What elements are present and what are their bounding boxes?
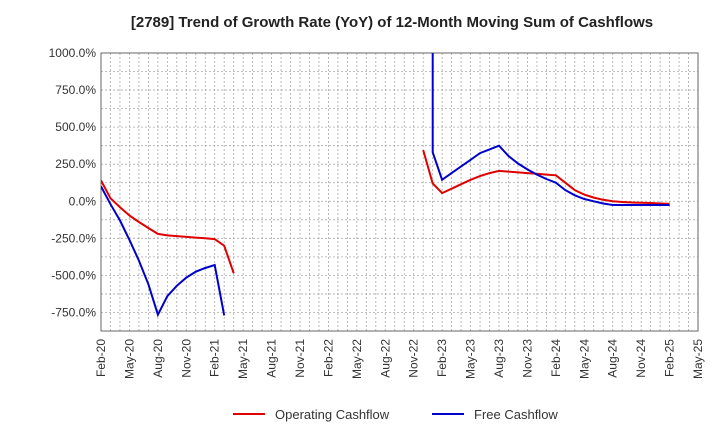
x-tick-label: May-22 — [350, 339, 364, 379]
y-tick-label: 1000.0% — [49, 46, 97, 60]
operating-cashflow-line — [101, 180, 235, 274]
x-tick-label: Nov-21 — [293, 339, 307, 378]
x-tick-label: Feb-22 — [321, 339, 335, 377]
free-cashflow-legend-label: Free Cashflow — [474, 407, 558, 422]
y-tick-label: -750.0% — [51, 305, 96, 319]
grid — [101, 53, 698, 331]
x-tick-label: May-20 — [122, 339, 136, 379]
y-tick-label: -500.0% — [51, 268, 96, 282]
x-tick-label: Aug-24 — [606, 339, 620, 378]
y-tick-label: 250.0% — [55, 157, 96, 171]
x-tick-label: Feb-20 — [94, 339, 108, 377]
x-tick-label: Aug-23 — [492, 339, 506, 378]
x-tick-label: Feb-23 — [435, 339, 449, 377]
chart-title: [2789] Trend of Growth Rate (YoY) of 12-… — [131, 14, 653, 31]
legend: Operating Cashflow Free Cashflow — [233, 407, 558, 422]
x-tick-label: Nov-23 — [520, 339, 534, 378]
axis-labels: 1000.0% 750.0% 500.0% 250.0% 0.0% -250.0% -500… — [49, 46, 705, 379]
x-tick-label: Aug-21 — [265, 339, 279, 378]
x-tick-label: Aug-22 — [378, 339, 392, 378]
x-tick-label: May-25 — [691, 339, 705, 379]
free-cashflow-line — [431, 53, 670, 206]
x-tick-label: Feb-21 — [208, 339, 222, 377]
y-tick-label: 500.0% — [55, 120, 96, 134]
series-layer — [101, 53, 670, 318]
x-tick-label: Nov-24 — [634, 339, 648, 378]
x-tick-label: Feb-25 — [663, 339, 677, 377]
x-tick-label: Feb-24 — [549, 339, 563, 377]
x-tick-label: May-24 — [577, 339, 591, 379]
y-tick-label: 750.0% — [55, 83, 96, 97]
x-tick-label: Nov-20 — [179, 339, 193, 378]
free-cashflow-line — [101, 185, 226, 318]
operating-cashflow-line — [422, 149, 670, 205]
operating-cashflow-legend-label: Operating Cashflow — [275, 407, 390, 422]
x-tick-label: May-21 — [236, 339, 250, 379]
y-tick-label: 0.0% — [69, 194, 97, 208]
x-tick-label: Aug-20 — [151, 339, 165, 378]
x-tick-label: May-23 — [464, 339, 478, 379]
x-tick-label: Nov-22 — [407, 339, 421, 378]
y-tick-label: -250.0% — [51, 231, 96, 245]
plot-frame — [100, 52, 699, 332]
